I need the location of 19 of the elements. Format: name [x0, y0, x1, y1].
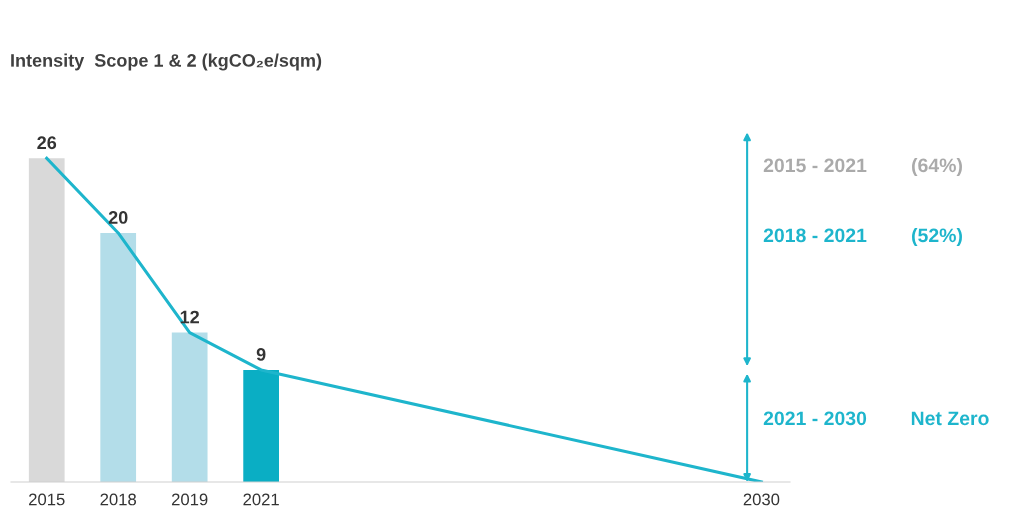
text: Net Zero: [911, 411, 989, 426]
text: (52%): [912, 227, 962, 247]
data-label: 26: [37, 136, 57, 150]
bar: [100, 232, 137, 482]
x-tick-label: 2030: [743, 493, 780, 506]
x-tick-label: 2018: [100, 493, 137, 506]
chart-title: Intensity Scope 1 & 2 (kgCO₂e/sqm): [11, 53, 322, 71]
x-tick-label: 2015: [29, 493, 65, 506]
annotation: 2021 - 2030: [763, 411, 867, 426]
x-tick-label: 2019: [171, 493, 208, 506]
data-label: 20: [108, 211, 128, 224]
annotation: 2018 - 2021: [763, 228, 867, 243]
x-tick-label: 2021: [243, 493, 279, 506]
bar: [171, 332, 208, 482]
data-label: 12: [180, 310, 199, 324]
data-label: 9: [256, 348, 266, 361]
annotation: 2015 - 2021: [763, 158, 867, 173]
text: (64%): [912, 157, 962, 177]
bar: [243, 369, 279, 482]
